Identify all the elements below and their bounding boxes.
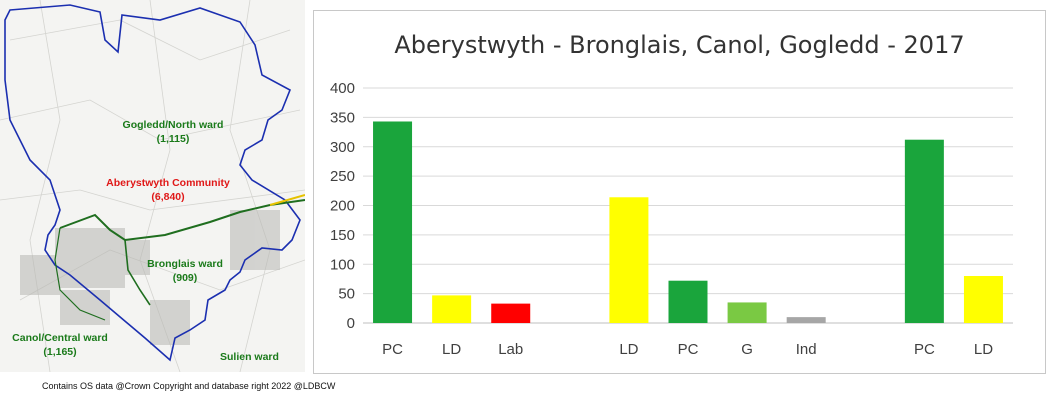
canol-ward-label: Canol/Central ward (1,165)	[0, 331, 120, 359]
chart-title: Aberystwyth - Bronglais, Canol, Gogledd …	[394, 31, 965, 59]
bronglais-ward-count: (909)	[172, 272, 198, 284]
bar	[963, 276, 1003, 323]
bar-chart: 0 50 100 150 200 250 300 350 400 PC LD Lab LD PC G Ind P…	[330, 80, 1013, 358]
y-tick-label: 250	[330, 168, 355, 185]
bar	[432, 295, 472, 323]
bronglais-ward-name: Bronglais ward	[147, 258, 223, 270]
x-tick-label: LD	[619, 341, 638, 358]
x-tick-label: LD	[974, 341, 993, 358]
bar	[373, 121, 413, 323]
y-tick-label: 50	[338, 286, 355, 303]
y-tick-label: 0	[347, 315, 355, 332]
bronglais-ward-label: Bronglais ward (909)	[130, 257, 240, 285]
y-tick-label: 400	[330, 80, 355, 97]
bar	[904, 139, 944, 323]
gogledd-ward-label: Gogledd/North ward (1,115)	[108, 118, 238, 146]
x-tick-label: Lab	[498, 341, 523, 358]
bar	[609, 197, 649, 323]
community-name: Aberystwyth Community	[106, 177, 230, 189]
map-graphic	[0, 0, 305, 372]
community-count: (6,840)	[151, 191, 185, 203]
bar	[727, 302, 767, 323]
sulien-ward-label: Sulien ward	[220, 351, 279, 363]
chart-panel: Aberystwyth - Bronglais, Canol, Gogledd …	[313, 10, 1046, 374]
copyright-caption: Contains OS data @Crown Copyright and da…	[42, 381, 336, 391]
community-label: Aberystwyth Community (6,840)	[88, 176, 248, 204]
bar	[668, 280, 708, 323]
y-tick-label: 100	[330, 256, 355, 273]
ward-map: Gogledd/North ward (1,115) Aberystwyth C…	[0, 0, 305, 372]
y-tick-label: 300	[330, 139, 355, 156]
canol-ward-name: Canol/Central ward	[12, 332, 108, 344]
x-tick-label: PC	[678, 341, 699, 358]
gogledd-ward-name: Gogledd/North ward	[122, 119, 224, 131]
x-tick-label: PC	[914, 341, 935, 358]
x-tick-label: PC	[382, 341, 403, 358]
x-tick-label: LD	[442, 341, 461, 358]
y-tick-label: 200	[330, 198, 355, 215]
x-tick-label: Ind	[796, 341, 817, 358]
x-tick-label: G	[741, 341, 753, 358]
canol-ward-count: (1,165)	[43, 346, 77, 358]
bar	[786, 317, 826, 323]
y-tick-label: 350	[330, 109, 355, 126]
gogledd-ward-count: (1,115)	[156, 133, 190, 145]
bar	[491, 303, 531, 323]
y-tick-label: 150	[330, 227, 355, 244]
